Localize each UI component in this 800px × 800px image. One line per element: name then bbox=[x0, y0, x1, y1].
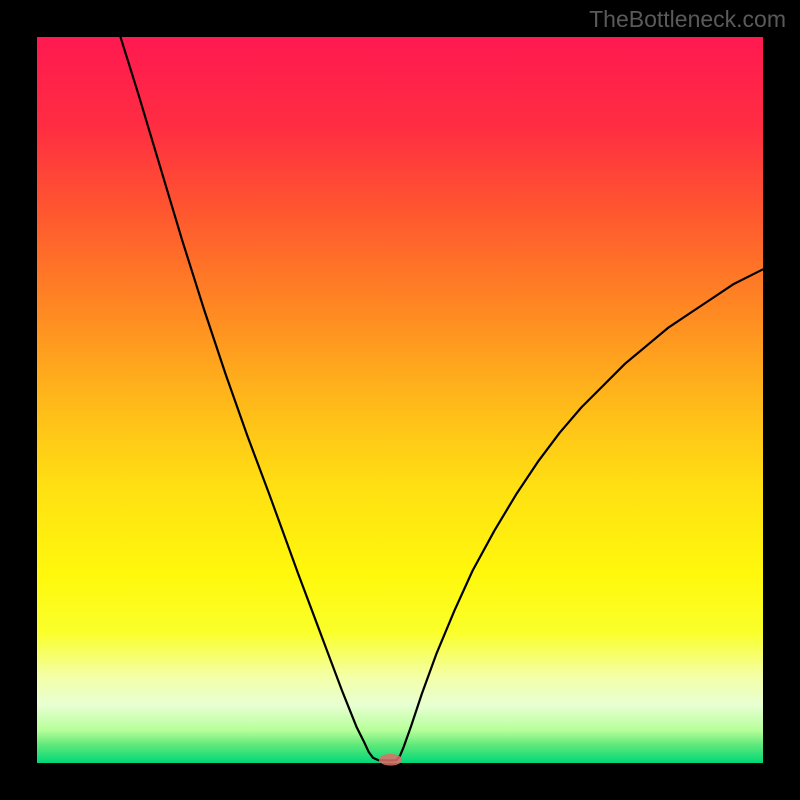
bottleneck-chart bbox=[37, 37, 763, 763]
plot-background bbox=[37, 37, 763, 763]
minimum-marker bbox=[379, 754, 402, 766]
watermark-text: TheBottleneck.com bbox=[589, 6, 786, 33]
